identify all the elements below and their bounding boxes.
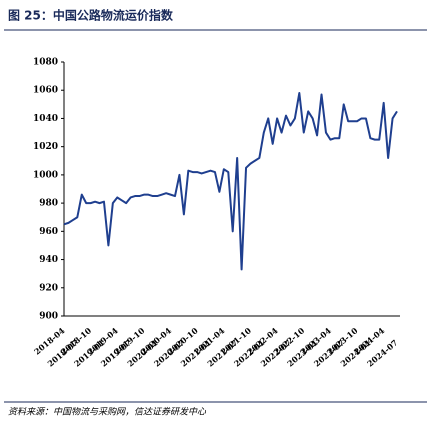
chart-title: 图 25：中国公路物流运价指数 [8,8,174,23]
y-tick-label: 920 [39,283,58,293]
y-tick-label: 940 [39,255,58,265]
y-tick-label: 1040 [33,114,58,124]
y-tick-label: 1020 [33,142,58,152]
y-tick-label: 1060 [33,86,58,96]
y-tick-label: 980 [39,199,58,209]
y-tick-label: 960 [39,227,58,237]
y-tick-label: 900 [39,312,58,322]
y-tick-label: 1000 [33,170,58,180]
line [63,92,398,271]
y-tick-label: 1080 [33,58,58,68]
source: 资料来源：中国物流与采购网，信达证券研发中心 [8,407,207,418]
